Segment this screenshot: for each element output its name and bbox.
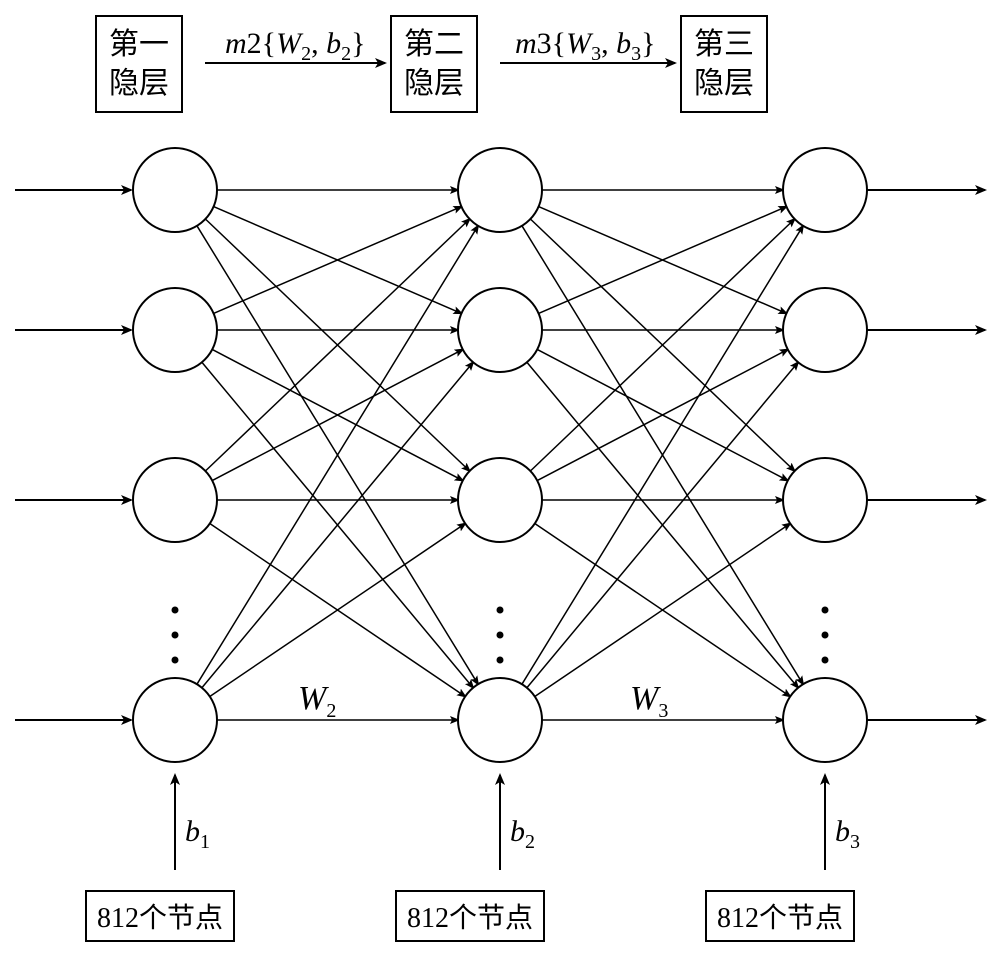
ellipsis-dot <box>172 607 179 614</box>
node-count-box: 812个节点 <box>395 890 545 942</box>
bias-arrows-group <box>175 775 825 870</box>
layer-label-line: 第一 <box>109 25 169 64</box>
weight-label: W2 <box>298 680 336 723</box>
ellipsis-dot <box>497 632 504 639</box>
layer-label-line: 隐层 <box>109 64 169 103</box>
nodes-group <box>133 148 867 762</box>
weight-label: W3 <box>630 680 668 723</box>
neuron-node <box>458 148 542 232</box>
neuron-node <box>458 288 542 372</box>
layer-label-box: 第三隐层 <box>680 15 768 113</box>
neuron-node <box>133 678 217 762</box>
ellipsis-dot <box>822 632 829 639</box>
ellipsis-dot <box>172 632 179 639</box>
edges-group <box>197 190 803 720</box>
mapping-label: m2{W2, b2} <box>225 27 365 66</box>
layer-label-line: 第二 <box>404 25 464 64</box>
node-count-text: 812个节点 <box>97 903 223 934</box>
neuron-node <box>783 678 867 762</box>
bias-label: b1 <box>185 815 210 854</box>
bias-label: b2 <box>510 815 535 854</box>
ellipsis-dot <box>822 657 829 664</box>
neuron-node <box>133 288 217 372</box>
neuron-node <box>133 458 217 542</box>
layer-label-line: 第三 <box>694 25 754 64</box>
layer-label-line: 隐层 <box>694 64 754 103</box>
diagram-container: b1b2b3第一隐层第二隐层第三隐层812个节点812个节点812个节点m2{W… <box>0 0 1000 961</box>
neuron-node <box>458 678 542 762</box>
ellipsis-dot <box>497 657 504 664</box>
node-count-box: 812个节点 <box>705 890 855 942</box>
node-count-text: 812个节点 <box>717 903 843 934</box>
layer-label-box: 第二隐层 <box>390 15 478 113</box>
bias-label: b3 <box>835 815 860 854</box>
node-count-box: 812个节点 <box>85 890 235 942</box>
mapping-label: m3{W3, b3} <box>515 27 655 66</box>
neuron-node <box>783 458 867 542</box>
io-arrows-group <box>15 190 985 720</box>
neuron-node <box>133 148 217 232</box>
ellipsis-dot <box>497 607 504 614</box>
ellipsis-dot <box>822 607 829 614</box>
neuron-node <box>783 288 867 372</box>
ellipsis-dot <box>172 657 179 664</box>
layer-label-box: 第一隐层 <box>95 15 183 113</box>
neuron-node <box>783 148 867 232</box>
neuron-node <box>458 458 542 542</box>
node-count-text: 812个节点 <box>407 903 533 934</box>
layer-label-line: 隐层 <box>404 64 464 103</box>
